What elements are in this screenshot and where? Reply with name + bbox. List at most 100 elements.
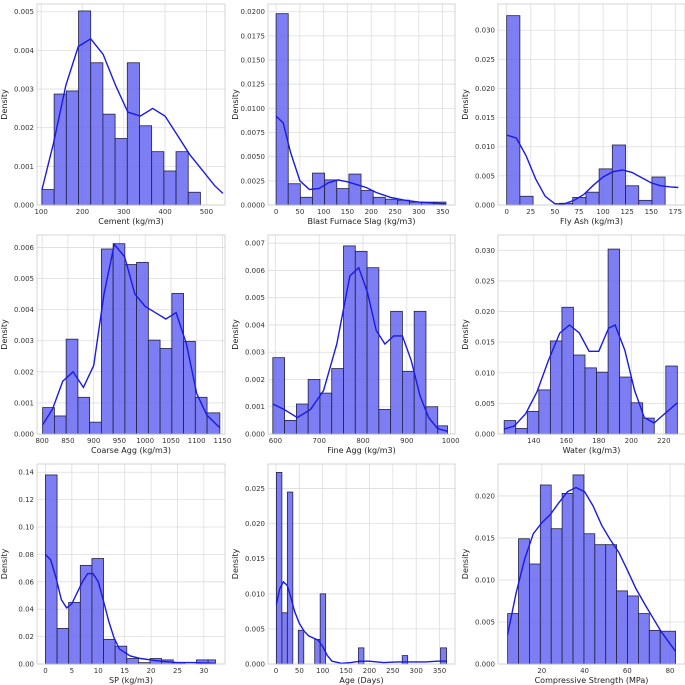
kde-curve xyxy=(506,486,677,652)
histogram-panel-9: 0.000 0.005 0.010 0.015 0.020 20 40 60 80 Compres… xyxy=(461,463,685,685)
y-tick-label: 0.010 xyxy=(475,576,495,584)
histogram-bar xyxy=(126,62,140,206)
x-tick-label: 1100 xyxy=(188,437,206,445)
histogram-bar xyxy=(147,339,161,435)
histogram-bar xyxy=(425,406,439,435)
histogram-bar xyxy=(360,190,374,206)
x-tick-label: 500 xyxy=(200,208,213,216)
x-tick-label: 950 xyxy=(113,437,126,445)
y-tick-label: 0.004 xyxy=(245,321,266,329)
y-tick-label: 0.000 xyxy=(14,431,34,439)
x-axis-label: Blast Furnace Slag (kg/m3) xyxy=(307,217,415,226)
x-tick-label: 100 xyxy=(317,208,330,216)
y-axis-label: Density xyxy=(461,89,470,120)
histogram-panel-2: 0.0000 0.0025 0.0050 0.0075 0.0100 0.0125 0.01… xyxy=(231,3,456,226)
histogram-bar xyxy=(627,595,639,665)
x-tick-label: 600 xyxy=(269,437,282,445)
y-tick-label: 0.002 xyxy=(14,368,34,376)
y-axis-label: Density xyxy=(231,89,240,120)
histogram-bar xyxy=(366,267,380,435)
y-tick-label: 0.000 xyxy=(475,202,495,210)
y-axis-label: Density xyxy=(231,549,240,580)
histogram-bar xyxy=(41,189,55,206)
x-tick-label: 50 xyxy=(550,208,559,216)
y-tick-label: 0.020 xyxy=(475,492,495,500)
histogram-bar xyxy=(518,538,530,665)
kde-curve xyxy=(506,134,679,205)
histogram-bar xyxy=(515,428,528,435)
x-tick-label: 300 xyxy=(117,208,130,216)
y-tick-label: 0.02 xyxy=(18,633,34,641)
histogram-bar xyxy=(598,168,613,206)
x-tick-label: 700 xyxy=(313,437,326,445)
histogram-bar xyxy=(638,199,653,206)
histogram-bar xyxy=(390,310,403,435)
histogram-bar xyxy=(319,593,327,665)
y-tick-label: 0.000 xyxy=(245,431,265,439)
y-tick-label: 0.025 xyxy=(475,56,495,64)
histogram-panel-7: 0.00 0.02 0.04 0.06 0.08 0.10 0.12 0.14 0 5 10 15 20… xyxy=(0,463,226,685)
x-tick-label: 20 xyxy=(147,667,156,675)
y-axis-label: Density xyxy=(0,319,9,350)
histogram-bar xyxy=(584,367,597,435)
x-tick-label: 0 xyxy=(43,667,47,675)
y-tick-label: 0.005 xyxy=(475,618,495,626)
x-axis-label: Compressive Strength (MPa) xyxy=(535,676,649,685)
histogram-bar xyxy=(45,474,58,665)
y-tick-label: 0.015 xyxy=(475,114,495,122)
y-tick-label: 0.010 xyxy=(245,590,265,598)
y-tick-label: 0.000 xyxy=(14,202,34,210)
histogram-bar xyxy=(136,261,149,435)
y-tick-label: 0.00 xyxy=(18,661,34,669)
x-tick-label: 140 xyxy=(527,437,540,445)
x-tick-label: 60 xyxy=(623,667,632,675)
x-axis-label: Fly Ash (kg/m3) xyxy=(560,217,623,226)
y-tick-label: 0.14 xyxy=(18,469,34,477)
y-tick-label: 0.015 xyxy=(245,555,265,563)
x-tick-label: 180 xyxy=(592,437,605,445)
histogram-bar xyxy=(583,533,596,665)
y-tick-label: 0.005 xyxy=(14,275,34,283)
y-tick-label: 0.015 xyxy=(475,534,495,542)
histogram-bar xyxy=(299,196,313,206)
histogram-bar xyxy=(651,176,666,206)
y-tick-label: 0.002 xyxy=(14,124,34,132)
histogram-bar xyxy=(89,421,102,435)
histogram-panel-5: 0.000 0.001 0.002 0.003 0.004 0.005 0.006 0.007… xyxy=(231,234,460,455)
y-tick-label: 0.004 xyxy=(14,47,35,55)
histogram-bar xyxy=(103,638,116,665)
histogram-bar xyxy=(573,354,586,435)
histogram-bar xyxy=(585,191,600,206)
y-tick-label: 0.020 xyxy=(475,85,495,93)
y-tick-label: 0.001 xyxy=(14,163,34,171)
y-tick-label: 0.003 xyxy=(14,337,34,345)
axes-frame xyxy=(267,234,456,435)
y-tick-label: 0.000 xyxy=(475,661,495,669)
histogram-bar xyxy=(287,183,301,206)
x-tick-label: 350 xyxy=(436,208,449,216)
histogram-bar xyxy=(336,188,350,206)
x-tick-label: 100 xyxy=(596,208,609,216)
y-tick-label: 0.0175 xyxy=(241,32,266,40)
y-tick-label: 0.003 xyxy=(245,349,265,357)
y-tick-label: 0.004 xyxy=(14,306,35,314)
axes-frame xyxy=(497,234,685,435)
y-tick-label: 0.006 xyxy=(14,244,35,252)
histogram-bar xyxy=(378,409,392,435)
histogram-bar xyxy=(79,564,93,665)
y-tick-label: 0.005 xyxy=(245,625,265,633)
x-tick-label: 10 xyxy=(94,667,103,675)
y-tick-label: 0.025 xyxy=(245,485,265,493)
histogram-bar xyxy=(506,15,521,206)
x-tick-label: 350 xyxy=(433,667,446,675)
x-tick-label: 50 xyxy=(295,208,304,216)
histogram-bar xyxy=(307,379,321,435)
x-tick-label: 900 xyxy=(400,437,413,445)
axes-frame xyxy=(497,463,685,665)
histogram-bar xyxy=(519,195,534,206)
x-tick-label: 0 xyxy=(504,208,508,216)
y-tick-label: 0.005 xyxy=(475,400,495,408)
x-tick-label: 850 xyxy=(61,437,74,445)
histogram-bar xyxy=(272,357,285,435)
y-tick-label: 0.001 xyxy=(14,399,34,407)
